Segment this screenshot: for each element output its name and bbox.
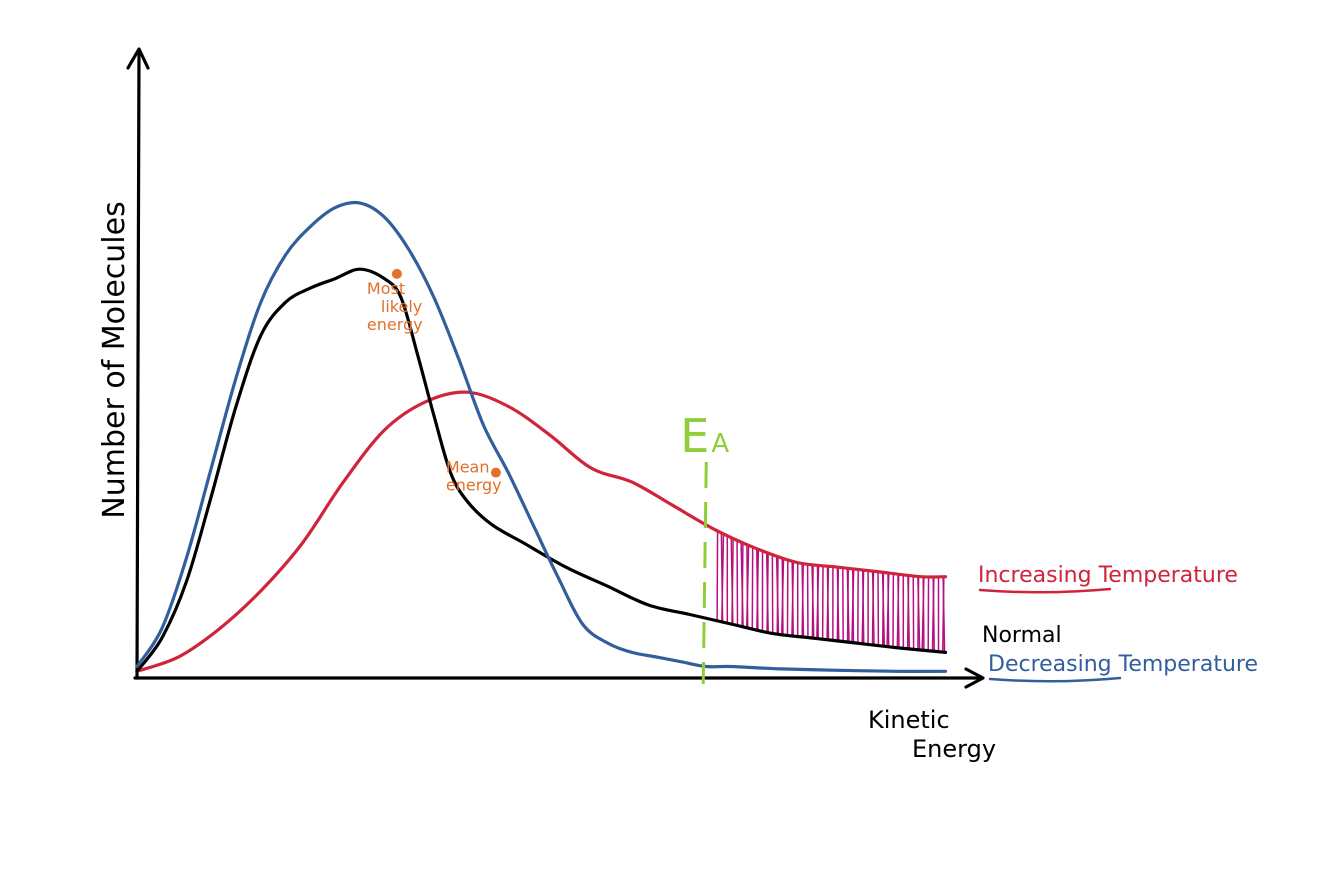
y-axis [135,48,141,680]
hatch-stroke [786,529,789,653]
hatch-stroke [846,529,850,653]
hatch-stroke [892,529,895,653]
hatch-stroke [912,529,915,653]
annotation-label: Most [367,279,405,298]
hatch-stroke [941,529,946,653]
annotation-label: Mean [446,458,490,477]
activation-shaded-region [714,529,946,653]
hatch-stroke [876,529,880,653]
hatch-stroke [776,529,780,653]
y-axis-arrow [126,47,150,70]
annotation-label: energy [446,476,502,495]
x-axis-label-line-1: Kinetic [868,706,950,734]
x-axis-label-line-2: Energy [912,735,996,763]
hatch-stroke [906,529,911,653]
x-axis-label: Kinetic Energy [868,706,996,763]
hatch-stroke [916,529,921,653]
x-axis-arrow [964,667,985,689]
series-line-normal [135,267,948,673]
hatch-stroke [716,529,719,653]
hatch-stroke [881,529,885,653]
annotation-point [490,467,501,478]
hatch-stroke [860,529,866,653]
legend: Increasing Temperature Normal Decreasing T… [978,563,1258,683]
hatch-stroke [806,529,809,653]
activation-energy-label: EA [680,409,729,463]
hatch-stroke [927,529,930,653]
y-axis-label: Number of Molecules [97,201,132,518]
legend-label-increasing: Increasing Temperature [978,563,1238,588]
legend-underline-increasing [978,587,1112,594]
series-line-increasing [135,390,948,673]
legend-label-decreasing: Decreasing Temperature [988,652,1258,677]
series-line-decreasing [135,200,948,673]
curves [135,200,948,673]
hatch-stroke [896,529,901,653]
hatch-stroke [931,529,937,653]
hatch-stroke [740,529,745,653]
hatch-stroke [736,529,739,653]
hatch-stroke [920,529,927,653]
hatch-stroke [744,529,751,653]
hatch-stroke [751,529,754,653]
legend-label-normal: Normal [982,623,1062,648]
hatch-stroke [850,529,857,653]
hatch-stroke [841,529,845,653]
annotation-label: energy [367,315,423,334]
legend-underline-decreasing [988,676,1122,683]
hatch-stroke [821,529,825,653]
annotation-label: likely [381,297,422,316]
hatch-stroke [871,529,876,653]
hatch-stroke [714,529,716,653]
hatch-stroke [885,529,892,653]
hatch-stroke [780,529,786,653]
annotation-point [391,268,402,279]
hatch-stroke [811,529,815,653]
activation-energy-line [701,461,708,685]
hatch-stroke [815,529,821,653]
hatch-stroke [771,529,774,653]
